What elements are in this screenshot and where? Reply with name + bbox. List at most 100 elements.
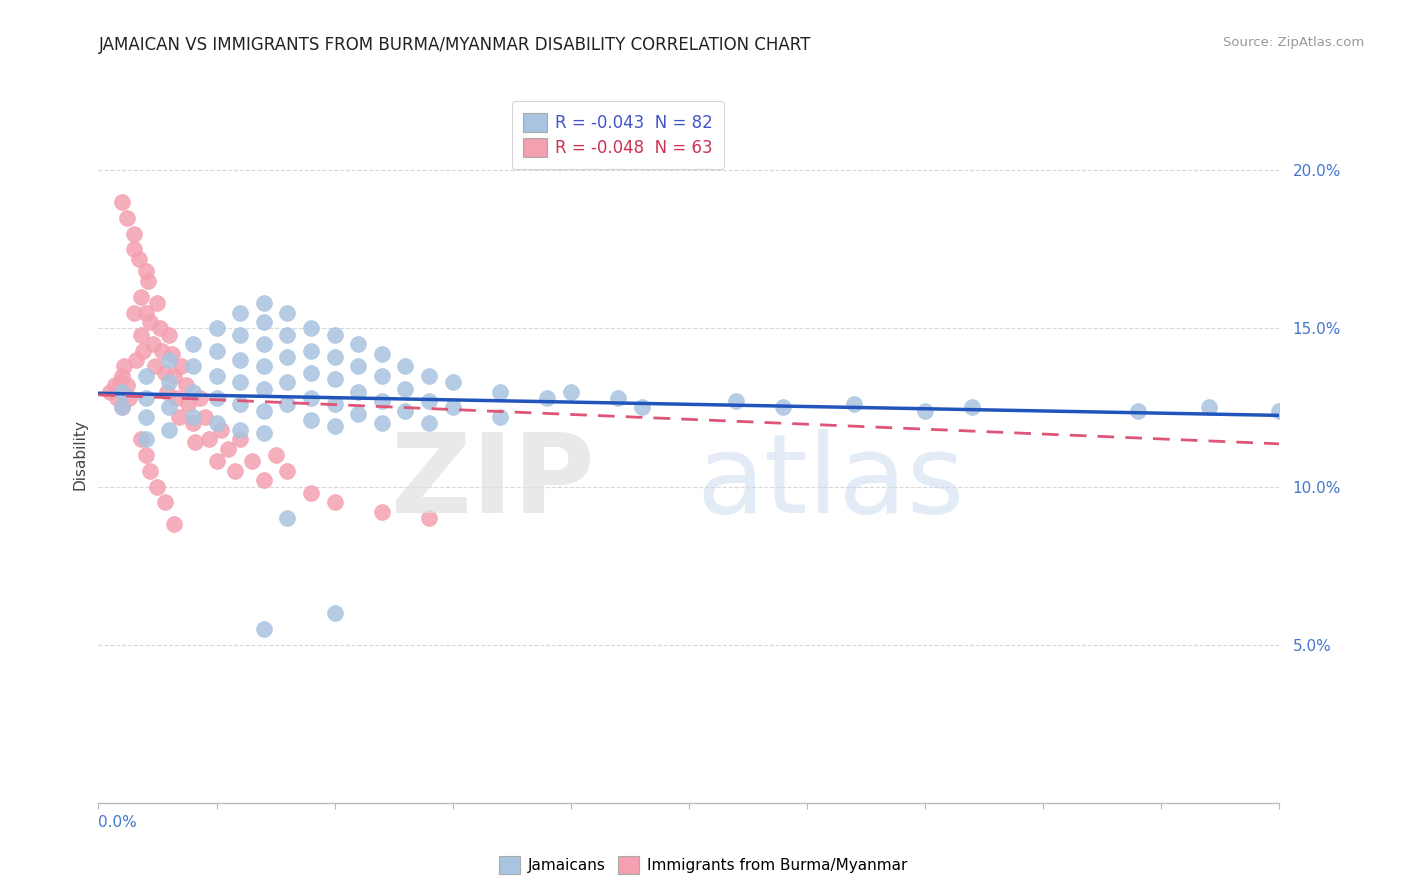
Point: [229, 423, 252, 437]
Point: [188, 391, 211, 405]
Point: [181, 384, 204, 399]
Point: [394, 403, 416, 417]
Point: [276, 350, 298, 364]
Point: [129, 327, 152, 342]
Point: [111, 194, 134, 209]
Point: [146, 479, 169, 493]
Point: [489, 409, 512, 424]
Point: [115, 211, 138, 225]
Point: [205, 391, 228, 405]
Point: [253, 315, 276, 329]
Point: [125, 353, 148, 368]
Point: [111, 368, 134, 383]
Point: [1198, 401, 1220, 415]
Point: [441, 375, 464, 389]
Point: [418, 368, 440, 383]
Point: [157, 375, 180, 389]
Point: [607, 391, 630, 405]
Point: [129, 290, 152, 304]
Point: [418, 394, 440, 409]
Point: [323, 495, 346, 509]
Point: [184, 435, 207, 450]
Point: [253, 337, 276, 351]
Y-axis label: Disability: Disability: [72, 419, 87, 491]
Point: [276, 327, 298, 342]
Point: [1126, 403, 1149, 417]
Point: [253, 425, 276, 440]
Point: [489, 384, 512, 399]
Point: [139, 315, 162, 329]
Point: [135, 305, 157, 319]
Point: [323, 419, 346, 434]
Point: [418, 511, 440, 525]
Text: atlas: atlas: [696, 429, 965, 536]
Point: [135, 448, 157, 462]
Point: [224, 464, 246, 478]
Point: [229, 353, 252, 368]
Point: [153, 366, 176, 380]
Point: [174, 378, 197, 392]
Point: [371, 347, 394, 361]
Point: [205, 321, 228, 335]
Point: [229, 432, 252, 446]
Point: [111, 384, 134, 399]
Point: [371, 394, 394, 409]
Point: [323, 350, 346, 364]
Point: [772, 401, 794, 415]
Point: [157, 423, 180, 437]
Point: [253, 403, 276, 417]
Point: [115, 378, 138, 392]
Point: [253, 382, 276, 396]
Point: [229, 305, 252, 319]
Point: [98, 384, 121, 399]
Point: [418, 417, 440, 431]
Point: [128, 252, 150, 266]
Point: [108, 375, 131, 389]
Point: [163, 517, 186, 532]
Point: [299, 391, 322, 405]
Point: [194, 409, 217, 424]
Point: [371, 368, 394, 383]
Point: [560, 384, 582, 399]
Point: [135, 368, 157, 383]
Point: [323, 327, 346, 342]
Point: [229, 397, 252, 411]
Point: [153, 495, 176, 509]
Point: [143, 359, 166, 374]
Point: [146, 296, 169, 310]
Text: ZIP: ZIP: [391, 429, 595, 536]
Point: [205, 454, 228, 468]
Point: [105, 391, 128, 405]
Point: [253, 359, 276, 374]
Point: [165, 391, 187, 405]
Point: [135, 391, 157, 405]
Point: [1268, 403, 1291, 417]
Point: [253, 622, 276, 636]
Point: [157, 327, 180, 342]
Point: [299, 366, 322, 380]
Point: [536, 391, 558, 405]
Point: [205, 368, 228, 383]
Point: [276, 305, 298, 319]
Point: [299, 413, 322, 427]
Point: [111, 401, 134, 415]
Text: 0.0%: 0.0%: [98, 814, 138, 830]
Point: [139, 464, 162, 478]
Point: [205, 417, 228, 431]
Point: [299, 486, 322, 500]
Point: [156, 384, 179, 399]
Point: [150, 343, 173, 358]
Point: [142, 337, 165, 351]
Point: [181, 417, 204, 431]
Point: [394, 359, 416, 374]
Point: [276, 511, 298, 525]
Point: [394, 382, 416, 396]
Point: [276, 464, 298, 478]
Point: [229, 327, 252, 342]
Point: [347, 384, 370, 399]
Point: [299, 343, 322, 358]
Point: [253, 296, 276, 310]
Point: [323, 397, 346, 411]
Point: [118, 391, 141, 405]
Point: [264, 448, 287, 462]
